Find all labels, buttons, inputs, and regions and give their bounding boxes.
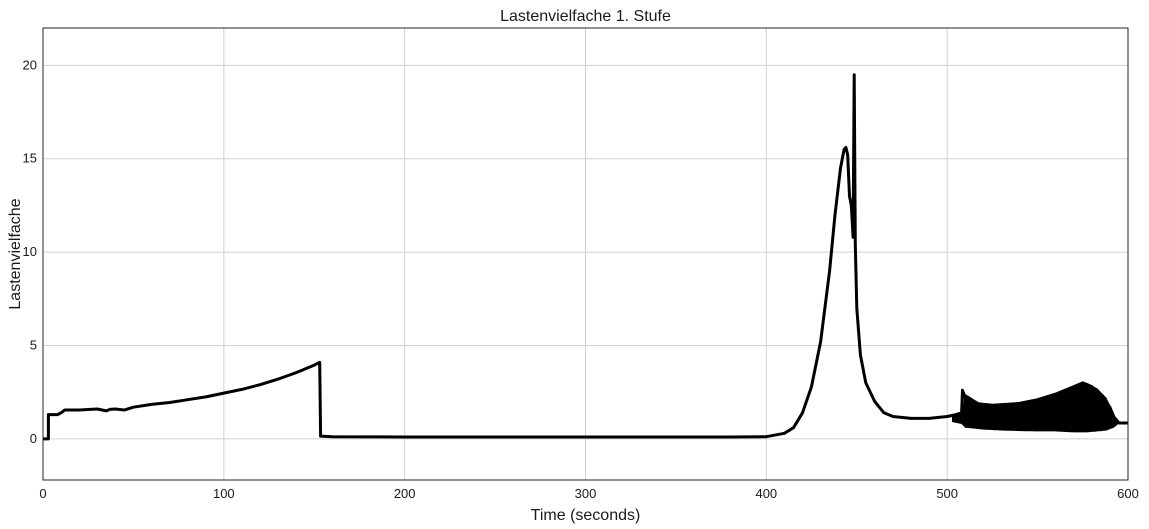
y-tick-label: 5 — [30, 338, 37, 353]
x-tick-label: 100 — [213, 486, 235, 501]
y-axis-ticks: 0 5 10 15 20 — [23, 57, 37, 446]
y-tick-label: 10 — [23, 244, 37, 259]
grid — [42, 28, 1129, 480]
x-tick-label: 400 — [755, 486, 777, 501]
x-axis-label: Time (seconds) — [531, 507, 641, 524]
x-tick-label: 200 — [394, 486, 416, 501]
plot-frame — [42, 27, 1129, 481]
y-tick-label: 0 — [30, 431, 37, 446]
y-axis-label: Lastenvielfache — [7, 198, 24, 309]
chart-title: Lastenvielfache 1. Stufe — [500, 8, 671, 25]
series-line — [43, 73, 1128, 441]
oscillation-strokes — [952, 382, 1118, 433]
y-tick-label: 15 — [23, 151, 37, 166]
x-tick-label: 300 — [575, 486, 597, 501]
x-tick-label: 0 — [39, 486, 46, 501]
x-tick-label: 600 — [1117, 486, 1139, 501]
y-tick-label: 20 — [23, 57, 37, 72]
oscillation-band — [952, 382, 1118, 433]
x-tick-label: 500 — [936, 486, 958, 501]
x-axis-ticks: 0 100 200 300 400 500 600 — [39, 486, 1138, 501]
